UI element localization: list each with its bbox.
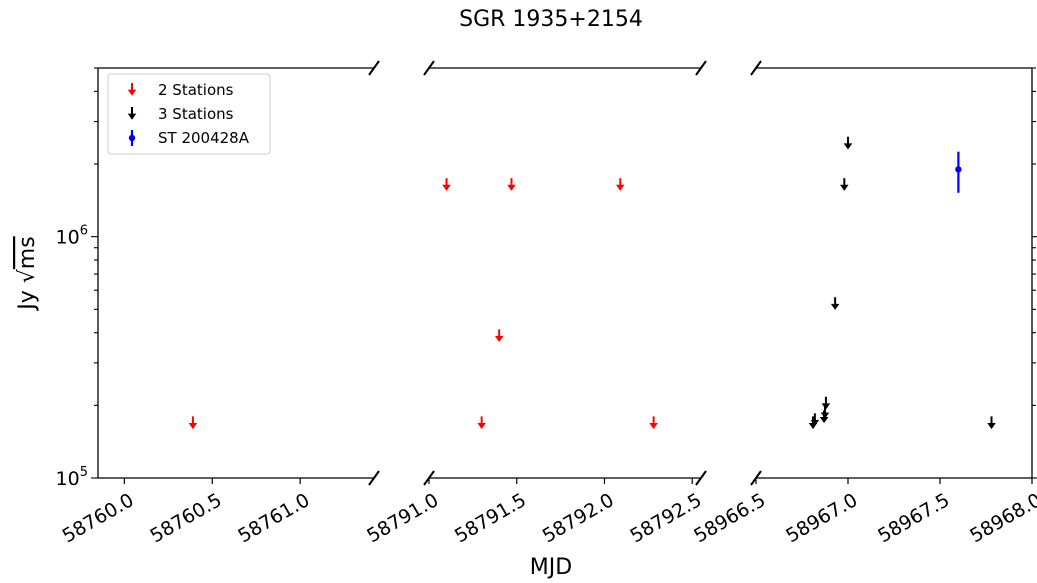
panel-2: 58791.0 58791.5 58792.0 58792.5 xyxy=(363,61,706,547)
upper-limit-arrow xyxy=(617,178,624,190)
detection-point xyxy=(955,152,961,193)
y-axis-label-unit: ms xyxy=(15,236,40,269)
upper-limit-arrow xyxy=(508,178,515,190)
x-tick-label: 58760.5 xyxy=(147,489,226,547)
upper-limit-arrow xyxy=(189,416,196,428)
y-tick-exponent: 5 xyxy=(80,465,88,480)
upper-limit-arrow xyxy=(496,329,503,341)
data-point xyxy=(129,135,135,141)
arrow-head xyxy=(443,185,450,190)
y-tick-base: 10 xyxy=(56,468,80,490)
x-tick-label: 58791.5 xyxy=(451,489,530,547)
arrow-head xyxy=(841,185,848,190)
legend: 2 Stations 3 Stations ST 200428A xyxy=(108,74,270,154)
x-tick-label: 58791.0 xyxy=(363,489,442,547)
y-tick-exponent: 6 xyxy=(80,224,88,239)
legend-label: 3 Stations xyxy=(158,105,234,123)
y-tick-label: 105 xyxy=(56,465,88,490)
legend-label: 2 Stations xyxy=(158,81,234,99)
x-tick-label: 58761.0 xyxy=(234,489,313,547)
x-tick-label: 58792.0 xyxy=(539,489,618,547)
arrow-head xyxy=(845,144,852,149)
x-axis-label: MJD xyxy=(530,555,572,580)
y-axis-label-radical: √ xyxy=(15,268,40,283)
y-tick-label: 106 xyxy=(56,224,88,249)
x-tick-label: 58760.0 xyxy=(59,489,138,547)
arrow-head xyxy=(478,423,485,428)
upper-limit-arrow xyxy=(650,416,657,428)
arrow-head xyxy=(508,185,515,190)
x-tick-label: 58967.5 xyxy=(874,489,953,547)
arrow-head xyxy=(617,185,624,190)
arrow-head xyxy=(822,404,829,409)
arrow-head xyxy=(821,417,828,422)
x-tick-label: 58968.0 xyxy=(966,489,1037,547)
arrow-head xyxy=(189,423,196,428)
upper-limit-arrow xyxy=(832,297,839,309)
upper-limit-arrow xyxy=(841,178,848,190)
arrow-head xyxy=(496,336,503,341)
x-tick-label: 58967.0 xyxy=(782,489,861,547)
y-axis-label-prefix: Jy xyxy=(15,283,40,312)
legend-label: ST 200428A xyxy=(158,129,250,147)
upper-limit-arrow xyxy=(822,397,829,409)
y-axis-label: Jy √ms xyxy=(15,236,40,311)
arrow-head xyxy=(832,304,839,309)
upper-limit-arrow xyxy=(845,137,852,149)
data-marks xyxy=(189,137,995,429)
upper-limit-arrow xyxy=(988,416,995,428)
x-tick-label: 58966.5 xyxy=(690,489,769,547)
panel-3: 58966.5 58967.0 58967.5 58968.0 xyxy=(690,61,1037,547)
x-tick-label: 58792.5 xyxy=(626,489,705,547)
upper-limit-arrow xyxy=(478,416,485,428)
y-tick-base: 10 xyxy=(56,227,80,249)
upper-limit-arrow xyxy=(443,178,450,190)
arrow-head xyxy=(988,423,995,428)
arrow-head xyxy=(650,423,657,428)
data-point xyxy=(955,166,961,172)
chart-title: SGR 1935+2154 xyxy=(459,7,643,32)
